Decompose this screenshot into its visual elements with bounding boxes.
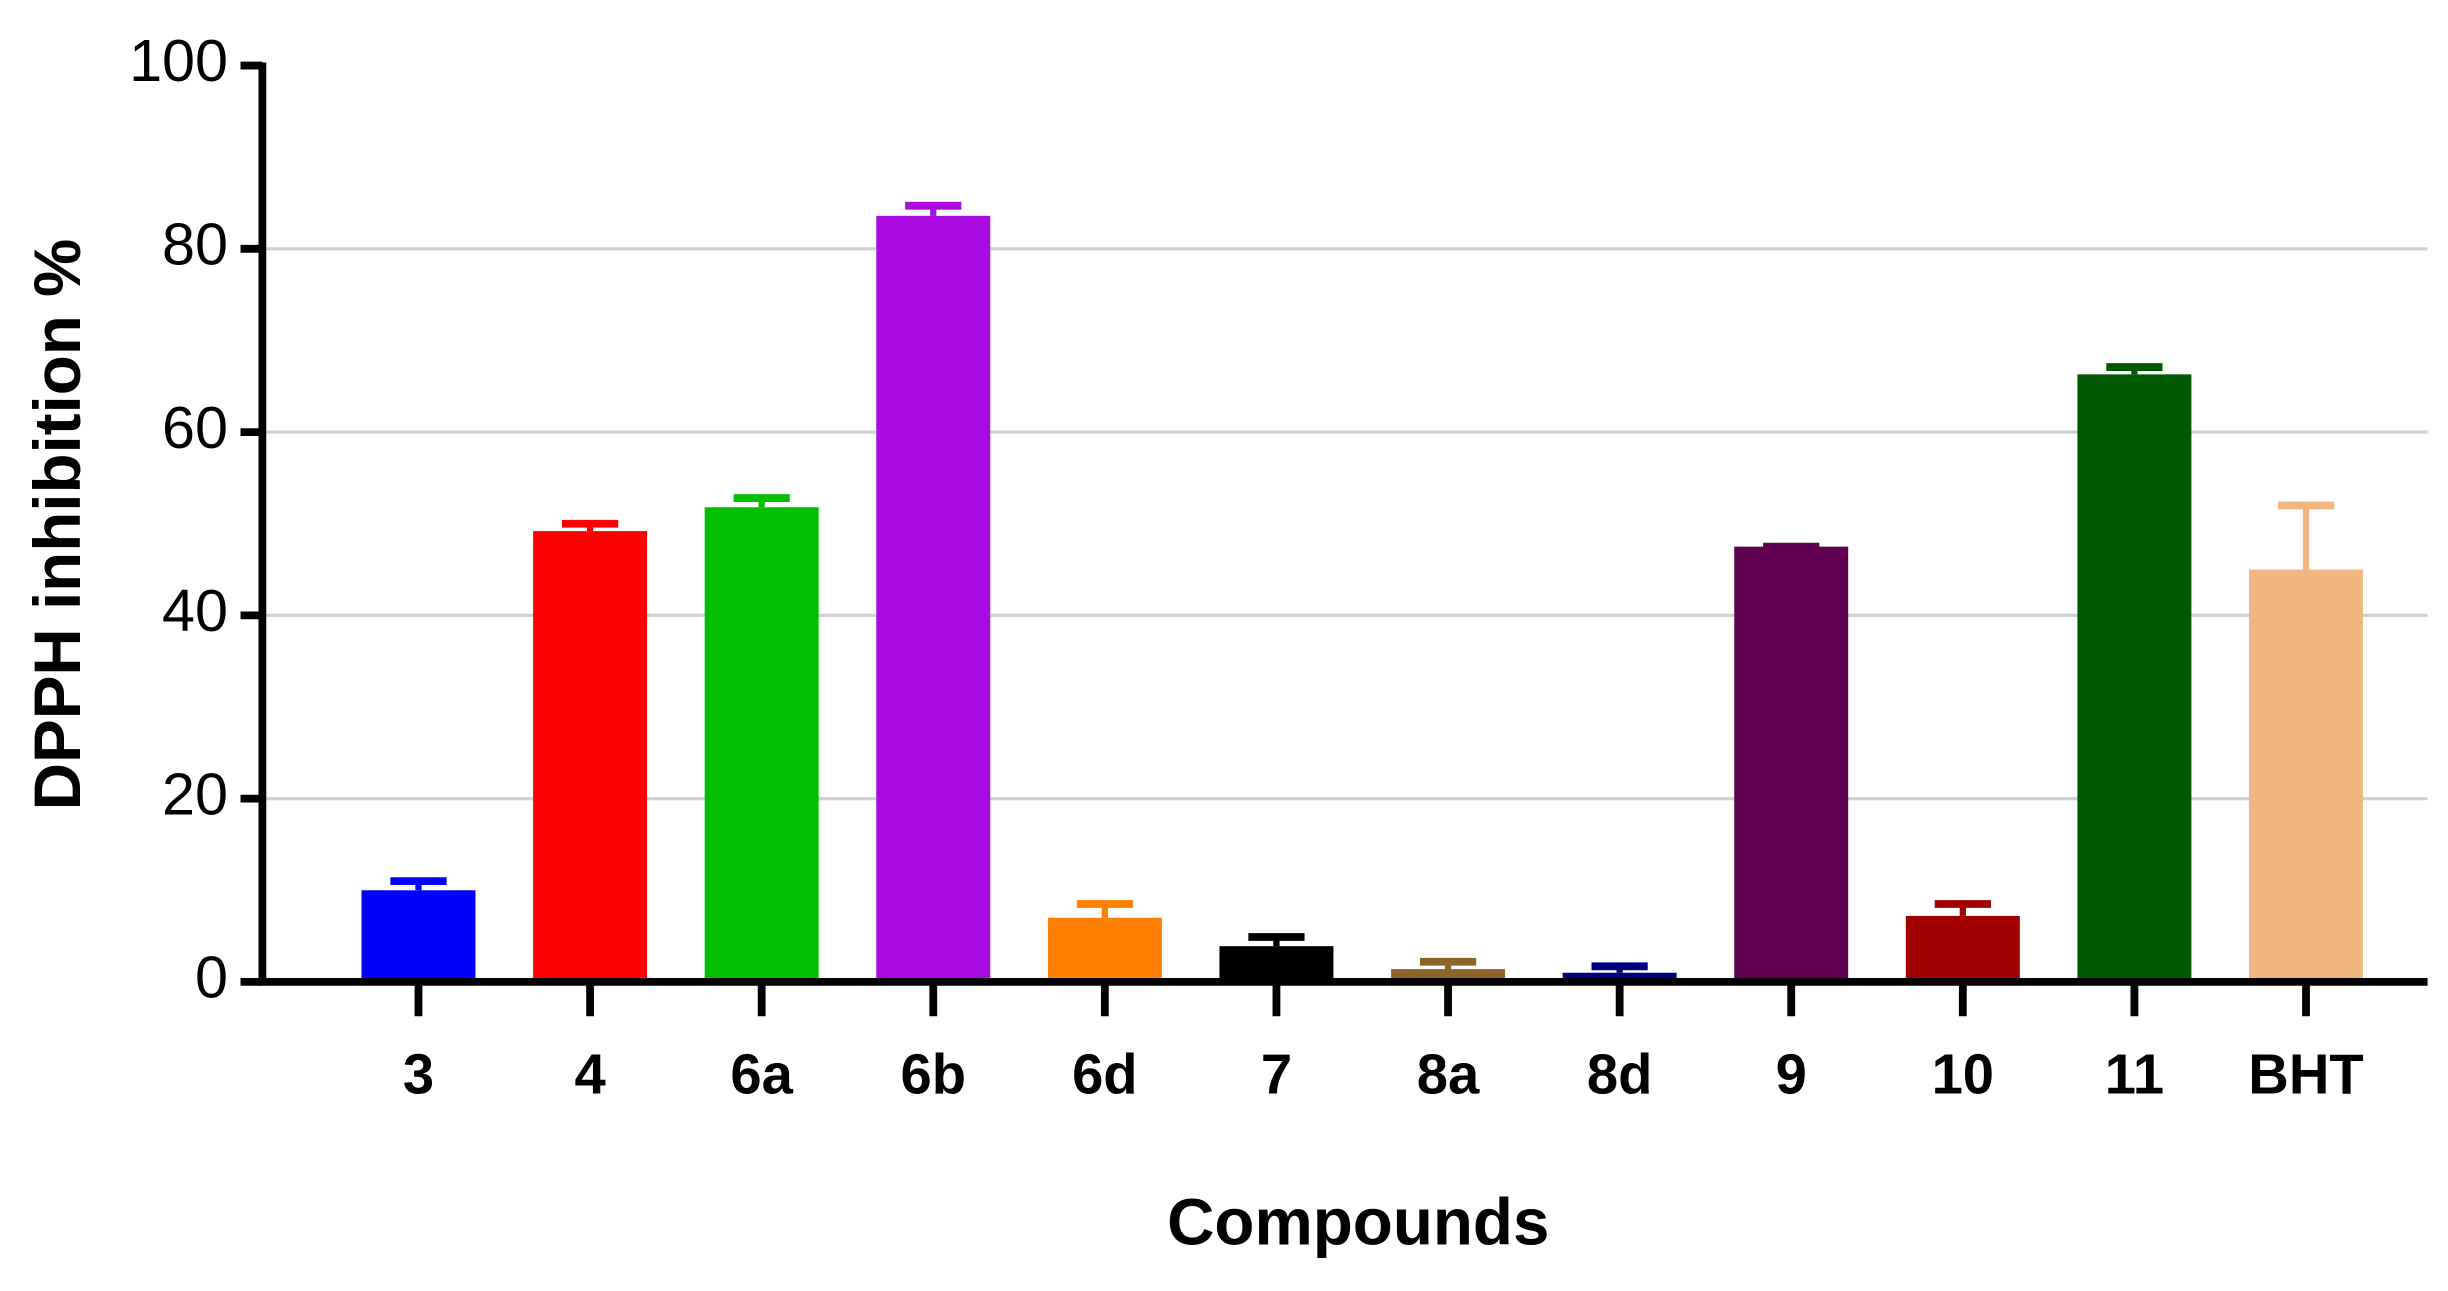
x-tick-label: 8d: [1587, 1043, 1653, 1106]
y-tick-label: 20: [162, 760, 228, 827]
y-tick-label: 80: [162, 211, 228, 278]
bar: [1219, 946, 1334, 982]
bar: [1562, 972, 1677, 982]
y-axis-label: DPPH inhibition %: [21, 239, 94, 811]
y-tick-label: 100: [129, 27, 228, 94]
x-tick-label: 3: [403, 1043, 434, 1106]
x-tick-label: 6a: [730, 1043, 793, 1106]
y-tick-label: 60: [162, 394, 228, 461]
x-tick-label: 4: [574, 1043, 605, 1106]
bar: [2249, 569, 2363, 982]
x-tick-label: 11: [2105, 1043, 2164, 1106]
x-tick-label: BHT: [2248, 1043, 2363, 1106]
x-tick-label: 6b: [900, 1043, 966, 1106]
bar: [1047, 917, 1162, 982]
bar: [1734, 546, 1849, 982]
x-tick-label: 10: [1932, 1043, 1994, 1106]
x-tick-label: 6d: [1072, 1043, 1138, 1106]
bar: [1905, 915, 2020, 982]
bar: [704, 507, 819, 982]
bar: [533, 531, 648, 982]
x-axis-label: Compounds: [1167, 1185, 1549, 1258]
y-tick-label: 40: [162, 577, 228, 644]
bar: [876, 215, 991, 982]
bar: [361, 890, 476, 982]
x-tick-label: 8a: [1417, 1043, 1480, 1106]
y-tick-label: 0: [195, 944, 228, 1011]
x-tick-label: 7: [1261, 1043, 1292, 1106]
x-tick-label: 9: [1776, 1043, 1807, 1106]
bar: [2077, 374, 2192, 982]
